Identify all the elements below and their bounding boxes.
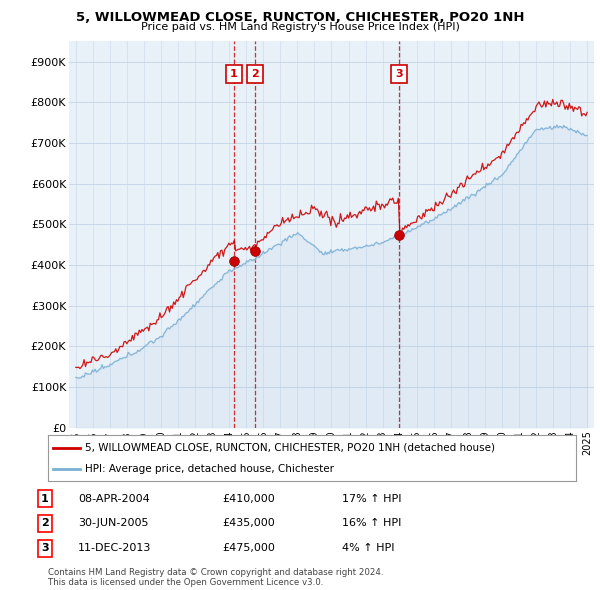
Text: 16% ↑ HPI: 16% ↑ HPI [342, 519, 401, 528]
Text: 2: 2 [251, 69, 259, 79]
Text: HPI: Average price, detached house, Chichester: HPI: Average price, detached house, Chic… [85, 464, 334, 474]
Text: 4% ↑ HPI: 4% ↑ HPI [342, 543, 395, 553]
Text: This data is licensed under the Open Government Licence v3.0.: This data is licensed under the Open Gov… [48, 578, 323, 587]
Text: £475,000: £475,000 [222, 543, 275, 553]
Text: 2: 2 [41, 519, 49, 528]
Text: 3: 3 [395, 69, 403, 79]
Text: 3: 3 [41, 543, 49, 553]
Text: 30-JUN-2005: 30-JUN-2005 [78, 519, 149, 528]
Text: £410,000: £410,000 [222, 494, 275, 503]
Text: 5, WILLOWMEAD CLOSE, RUNCTON, CHICHESTER, PO20 1NH (detached house): 5, WILLOWMEAD CLOSE, RUNCTON, CHICHESTER… [85, 442, 495, 453]
Text: 1: 1 [41, 494, 49, 503]
Text: Price paid vs. HM Land Registry's House Price Index (HPI): Price paid vs. HM Land Registry's House … [140, 22, 460, 32]
Text: 11-DEC-2013: 11-DEC-2013 [78, 543, 151, 553]
Text: £435,000: £435,000 [222, 519, 275, 528]
Text: Contains HM Land Registry data © Crown copyright and database right 2024.: Contains HM Land Registry data © Crown c… [48, 568, 383, 576]
Text: 5, WILLOWMEAD CLOSE, RUNCTON, CHICHESTER, PO20 1NH: 5, WILLOWMEAD CLOSE, RUNCTON, CHICHESTER… [76, 11, 524, 24]
Text: 08-APR-2004: 08-APR-2004 [78, 494, 150, 503]
Text: 1: 1 [230, 69, 238, 79]
Text: 17% ↑ HPI: 17% ↑ HPI [342, 494, 401, 503]
